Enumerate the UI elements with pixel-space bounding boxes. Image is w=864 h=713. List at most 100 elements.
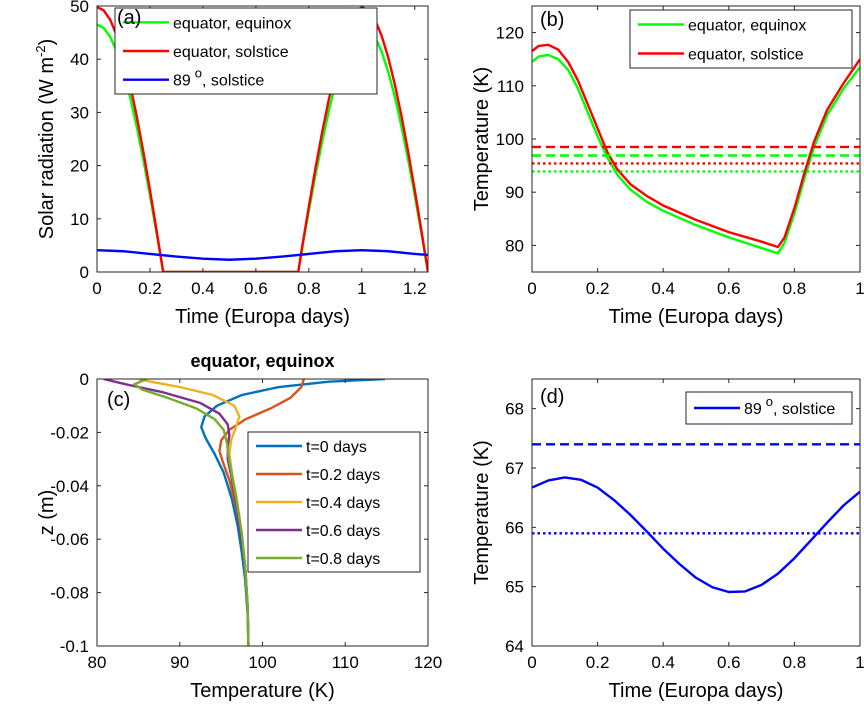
x-tick-label: 1 bbox=[357, 279, 366, 298]
y-tick-label: 120 bbox=[496, 24, 524, 43]
y-axis-label: Solar radiation (W m-2) bbox=[33, 39, 58, 240]
series-line-2 bbox=[532, 43, 860, 249]
y-tick-label: 20 bbox=[70, 157, 89, 176]
legend-item: t=0.8 days bbox=[256, 551, 380, 568]
legend-item: equator, solstice bbox=[638, 47, 804, 64]
legend-item: t=0.4 days bbox=[256, 495, 380, 512]
x-tick-label: 1.2 bbox=[403, 279, 427, 298]
y-tick-label: 68 bbox=[505, 400, 524, 419]
legend-item: equator, solstice bbox=[123, 44, 289, 61]
y-tick-label: 67 bbox=[505, 459, 524, 478]
panel-label: (b) bbox=[540, 9, 564, 31]
x-axis-label: Time (Europa days) bbox=[175, 306, 350, 328]
x-tick-label: 0.2 bbox=[586, 279, 610, 298]
y-tick-label: 30 bbox=[70, 103, 89, 122]
y-tick-label: 64 bbox=[505, 637, 524, 656]
x-tick-label: 90 bbox=[170, 653, 189, 672]
x-tick-label: 80 bbox=[88, 653, 107, 672]
y-tick-label: 100 bbox=[496, 130, 524, 149]
series-line-1 bbox=[97, 23, 428, 272]
panel-label: (d) bbox=[540, 386, 564, 408]
y-tick-label: 50 bbox=[70, 0, 89, 16]
x-tick-label: 0.6 bbox=[717, 279, 741, 298]
legend-label: t=0.8 days bbox=[306, 551, 380, 568]
legend: 89 o, solstice bbox=[685, 391, 853, 425]
legend-label: 89 o, solstice bbox=[173, 66, 264, 90]
x-axis-label: Time (Europa days) bbox=[609, 680, 784, 702]
legend-label: t=0.6 days bbox=[306, 523, 380, 540]
x-tick-label: 0.4 bbox=[191, 279, 215, 298]
legend-label: equator, equinox bbox=[173, 15, 291, 32]
x-axis-label: Temperature (K) bbox=[190, 680, 335, 702]
y-tick-label: -0.1 bbox=[60, 637, 89, 656]
y-tick-label: 65 bbox=[505, 578, 524, 597]
series-line-1 bbox=[200, 379, 386, 646]
x-tick-label: 0.6 bbox=[244, 279, 268, 298]
panel-1: 0 0.2 0.4 0.6 0.8 1 1.2 0 10 20 30 40 50 Time (Europa… bbox=[33, 0, 429, 328]
y-tick-label: 110 bbox=[497, 77, 524, 96]
series-line-1 bbox=[532, 476, 860, 594]
x-tick-label: 0.2 bbox=[138, 279, 162, 298]
series-group bbox=[97, 6, 428, 272]
x-axis-label: Time (Europa days) bbox=[609, 306, 784, 328]
y-tick-label: 40 bbox=[70, 50, 89, 69]
y-tick-label: 10 bbox=[70, 210, 89, 229]
y-tick-label: 90 bbox=[505, 183, 524, 202]
axes-box bbox=[96, 5, 429, 273]
legend-label: t=0.2 days bbox=[306, 467, 380, 484]
axes-box bbox=[531, 378, 861, 647]
x-tick-label: 110 bbox=[332, 653, 359, 672]
x-tick-label: 0.4 bbox=[651, 653, 675, 672]
x-tick-label: 0 bbox=[92, 279, 101, 298]
legend-label: equator, solstice bbox=[173, 44, 289, 61]
y-tick-label: -0.06 bbox=[50, 530, 89, 549]
legend-item: equator, equinox bbox=[123, 15, 291, 32]
legend-label: equator, equinox bbox=[688, 18, 806, 35]
y-tick-label: 0 bbox=[80, 263, 89, 282]
series-group bbox=[103, 379, 386, 646]
y-tick-label: -0.08 bbox=[50, 584, 89, 603]
y-tick-label: -0.02 bbox=[50, 423, 89, 442]
legend: t=0 days t=0.2 days t=0.4 days t=0.6 days t=… bbox=[247, 431, 421, 573]
y-tick-label: -0.04 bbox=[50, 477, 89, 496]
series-group bbox=[532, 443, 860, 594]
x-tick-label: 0.6 bbox=[717, 653, 741, 672]
y-tick-label: 0 bbox=[80, 370, 89, 389]
x-tick-label: 0.8 bbox=[297, 279, 321, 298]
series-line-2 bbox=[97, 6, 428, 272]
legend-label: t=0.4 days bbox=[306, 495, 380, 512]
y-axis-label: z (m) bbox=[36, 490, 58, 536]
x-tick-label: 0 bbox=[527, 653, 536, 672]
legend-item: 89 o, solstice bbox=[123, 66, 264, 90]
series-line-1 bbox=[532, 53, 860, 255]
legend: equator, equinox equator, solstice bbox=[629, 9, 853, 69]
legend-item: equator, equinox bbox=[638, 18, 806, 35]
x-tick-label: 0.2 bbox=[586, 653, 610, 672]
x-tick-label: 0.8 bbox=[783, 653, 807, 672]
x-tick-label: 0.4 bbox=[651, 279, 675, 298]
panel-3: 80 90 100 110 120 0 -0.02 -0.04 -0.06 -0.08 -0.1 Te… bbox=[36, 351, 442, 702]
chart-title: equator, equinox bbox=[190, 351, 334, 371]
legend-item: t=0 days bbox=[256, 439, 367, 456]
legend-box bbox=[629, 9, 853, 69]
series-line-5 bbox=[133, 379, 250, 646]
legend-item: t=0.2 days bbox=[256, 467, 380, 484]
y-tick-label: 66 bbox=[505, 518, 524, 537]
legend-item: t=0.6 days bbox=[256, 523, 380, 540]
panel-label: (a) bbox=[117, 7, 141, 29]
x-tick-label: 1 bbox=[855, 653, 864, 672]
x-tick-label: 0 bbox=[527, 279, 536, 298]
series-group bbox=[532, 43, 860, 255]
legend-label: 89 o, solstice bbox=[744, 394, 835, 418]
legend-label: equator, solstice bbox=[688, 47, 804, 64]
y-axis-label: Temperature (K) bbox=[471, 440, 493, 585]
x-tick-label: 100 bbox=[248, 653, 276, 672]
panel-4: 0 0.2 0.4 0.6 0.8 1 64 65 66 67 68 Time (Europa day… bbox=[471, 378, 864, 702]
y-axis-label: Temperature (K) bbox=[471, 67, 493, 212]
panel-2: 0 0.2 0.4 0.6 0.8 1 80 90 100 110 120 Time (Europa … bbox=[471, 5, 864, 328]
legend-item: 89 o, solstice bbox=[694, 394, 835, 418]
legend: equator, equinox equator, solstice 89 o, so… bbox=[114, 7, 378, 95]
x-tick-label: 0.8 bbox=[783, 279, 807, 298]
panel-label: (c) bbox=[107, 389, 130, 411]
